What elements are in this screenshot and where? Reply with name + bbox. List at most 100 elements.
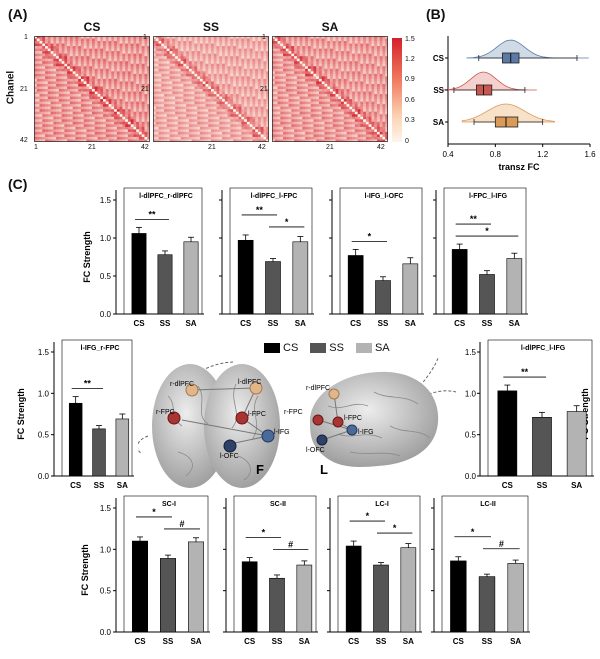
panel-label-b: (B) bbox=[426, 6, 446, 22]
bar-ss bbox=[479, 274, 495, 315]
hm-ytick-1: 1 bbox=[24, 34, 28, 41]
bar-ytick-label: 0.5 bbox=[100, 272, 112, 281]
bar-category-label: SA bbox=[185, 319, 196, 328]
bar-cs bbox=[241, 561, 258, 633]
heatmap-ss bbox=[153, 36, 269, 142]
bar-chart-title: SC-I bbox=[162, 501, 176, 508]
bar-sa bbox=[506, 258, 523, 315]
bar-sa bbox=[400, 547, 417, 633]
bar-ytick-label: 1.5 bbox=[38, 348, 50, 357]
heatmap-ylabel-wrap: Chanel bbox=[4, 60, 18, 120]
hm-xtick-42-cs: 42 bbox=[141, 144, 149, 151]
bar-sa bbox=[115, 418, 130, 477]
node-side-l-fpc bbox=[332, 416, 344, 428]
arrow-right-up bbox=[419, 357, 439, 387]
lbl-front-l-dlpfc: l-dlPFC bbox=[238, 379, 261, 386]
bar-ss bbox=[532, 417, 552, 477]
bar-chart-9: LC-I CS SS SA * * bbox=[327, 495, 422, 646]
bar-sa bbox=[296, 564, 313, 633]
bar-chart-title: SC-II bbox=[270, 501, 286, 508]
arrow-right bbox=[423, 390, 457, 397]
hm-ytick-42: 42 bbox=[20, 137, 28, 144]
bar-category-label: SA bbox=[299, 637, 310, 646]
box-category-label: SA bbox=[433, 118, 444, 127]
bar-cs bbox=[497, 390, 518, 477]
bar-category-label: SA bbox=[403, 637, 414, 646]
bar-category-label: SA bbox=[571, 481, 582, 490]
bar-ss bbox=[92, 428, 106, 477]
node-side-l-ifg bbox=[346, 424, 358, 436]
bar-category-label: CS bbox=[70, 481, 82, 490]
bar-category-label: CS bbox=[502, 481, 514, 490]
node-side-r-dlpfc bbox=[328, 388, 340, 400]
bar-ytick-label: 0.0 bbox=[100, 628, 112, 637]
bar-chart-title: l-IFG_r-FPC bbox=[81, 345, 120, 352]
cb-tick-2: 0.9 bbox=[405, 76, 415, 83]
bar-sa bbox=[188, 541, 205, 633]
brain-illustration: r-dlPFC l-dlPFC r-FPC l-FPC l-OFC l-IFG … bbox=[138, 357, 457, 488]
node-front-l-ofc bbox=[223, 439, 237, 453]
bar-ss bbox=[269, 577, 285, 633]
bar-ytick-label: 1.0 bbox=[38, 389, 50, 398]
bar-category-label: CS bbox=[134, 637, 146, 646]
lbl-side-r-fpc: r-FPC bbox=[284, 409, 303, 416]
sig-marker: * bbox=[393, 523, 397, 533]
bar-category-label: CS bbox=[133, 319, 145, 328]
bar-sa bbox=[566, 411, 587, 477]
bar-cs bbox=[237, 239, 254, 315]
panel-label-c: (C) bbox=[8, 176, 28, 192]
hm-xtick-42-sa: 42 bbox=[377, 144, 385, 151]
bar-category-label: SA bbox=[510, 637, 521, 646]
conn-line-2 bbox=[181, 419, 269, 437]
bar-ytick-label: 0.5 bbox=[38, 431, 50, 440]
lbl-side-l-fpc: l-FPC bbox=[344, 415, 362, 422]
bar-ss bbox=[375, 280, 391, 315]
bar-ytick-label: 0.0 bbox=[38, 472, 50, 481]
heatmap-cs bbox=[34, 36, 150, 142]
legend-item-cs: CS bbox=[264, 342, 298, 354]
brain-front-left bbox=[152, 364, 228, 488]
box-ss bbox=[476, 84, 493, 96]
cb-tick-4: 0.3 bbox=[405, 117, 415, 124]
sig-marker: ** bbox=[256, 205, 264, 215]
panel-label-a: (A) bbox=[8, 6, 28, 22]
bar-chart-3: l-IFG_l-OFC CS SS SA * bbox=[329, 187, 424, 328]
sig-marker: * bbox=[285, 217, 289, 227]
sig-marker: * bbox=[471, 527, 475, 537]
bar-ss bbox=[373, 564, 389, 633]
sig-marker: ** bbox=[470, 214, 478, 224]
bar-category-label: CS bbox=[453, 637, 465, 646]
legend-swatch-ss bbox=[310, 343, 327, 353]
hm-ytick-21: 21 bbox=[20, 86, 28, 93]
legend-item-sa: SA bbox=[355, 342, 390, 354]
node-front-r-fpc bbox=[167, 411, 181, 425]
bar-category-label: SS bbox=[378, 319, 389, 328]
legend-label-sa: SA bbox=[374, 342, 390, 354]
colorbar bbox=[392, 38, 402, 142]
bar-cs bbox=[68, 402, 83, 477]
bar-ytick-label: 1.0 bbox=[100, 545, 112, 554]
legend-swatch-cs bbox=[264, 343, 280, 353]
bar-ytick-label: 1.5 bbox=[465, 348, 477, 357]
bar-category-label: SS bbox=[160, 319, 171, 328]
violin-cs bbox=[466, 39, 589, 59]
heatmap-sa bbox=[272, 36, 388, 142]
bar-sa bbox=[292, 241, 309, 315]
heatmap-title-sa: SA bbox=[321, 20, 339, 34]
hm2-ytick-21: 21 bbox=[141, 86, 149, 93]
sig-marker: # bbox=[499, 539, 504, 549]
boxplot-chart: 0.4 0.8 1.2 1.6 transz FC CS SS SA bbox=[433, 36, 596, 172]
bar-ytick-label: 0.0 bbox=[100, 310, 112, 319]
lbl-side-r-dlpfc: r-dlPFC bbox=[306, 385, 330, 392]
brain-front-gyri bbox=[167, 383, 259, 481]
cb-tick-3: 0.6 bbox=[405, 97, 415, 104]
sig-marker: # bbox=[288, 540, 293, 550]
bar-sa bbox=[507, 563, 524, 633]
bar-category-label: SA bbox=[405, 319, 416, 328]
box-sa bbox=[494, 116, 519, 128]
lbl-front-l-ifg: l-IFG bbox=[274, 429, 290, 436]
bar-chart-6: l-dlPFC_l-IFGFC StrengthCSSSSA**0.00.51.… bbox=[465, 339, 594, 490]
bar-ytick-label: 0.0 bbox=[465, 472, 477, 481]
bar-ss bbox=[160, 558, 177, 633]
